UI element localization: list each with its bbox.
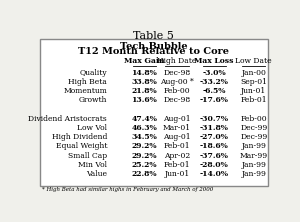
Text: Dividend Aristocrats: Dividend Aristocrats xyxy=(28,115,107,123)
Text: High Beta: High Beta xyxy=(68,78,107,86)
Text: 21.8%: 21.8% xyxy=(132,87,157,95)
Text: Aug-01: Aug-01 xyxy=(163,115,191,123)
Text: Dec-98: Dec-98 xyxy=(164,96,190,104)
Text: Low Vol: Low Vol xyxy=(77,124,107,132)
Text: -28.0%: -28.0% xyxy=(200,161,229,169)
Text: Feb-01: Feb-01 xyxy=(164,142,190,150)
Text: * High Beta had similar highs in February and March of 2000: * High Beta had similar highs in Februar… xyxy=(42,187,213,192)
Text: -33.2%: -33.2% xyxy=(200,78,229,86)
Bar xyxy=(40,39,268,186)
Text: Dec-99: Dec-99 xyxy=(240,124,267,132)
Text: 46.3%: 46.3% xyxy=(131,124,158,132)
Text: -3.0%: -3.0% xyxy=(202,69,226,77)
Text: Feb-01: Feb-01 xyxy=(164,161,190,169)
Text: Jan-99: Jan-99 xyxy=(241,161,266,169)
Text: -30.7%: -30.7% xyxy=(200,115,229,123)
Text: High Date: High Date xyxy=(157,57,197,65)
Text: Dec-99: Dec-99 xyxy=(240,133,267,141)
Text: Apr-02: Apr-02 xyxy=(164,152,190,160)
Text: -31.8%: -31.8% xyxy=(200,124,229,132)
Text: Value: Value xyxy=(86,170,107,178)
Text: Equal Weight: Equal Weight xyxy=(56,142,107,150)
Text: High Dividend: High Dividend xyxy=(52,133,107,141)
Text: Growth: Growth xyxy=(79,96,107,104)
Text: Low Date: Low Date xyxy=(236,57,272,65)
Text: Mar-01: Mar-01 xyxy=(163,124,191,132)
Text: Momentum: Momentum xyxy=(63,87,107,95)
Text: Max Loss: Max Loss xyxy=(194,57,234,65)
Text: Dec-98: Dec-98 xyxy=(164,69,190,77)
Text: 29.2%: 29.2% xyxy=(132,142,157,150)
Text: Tech Bubble: Tech Bubble xyxy=(120,42,188,51)
Text: -27.0%: -27.0% xyxy=(200,133,229,141)
Text: Min Vol: Min Vol xyxy=(78,161,107,169)
Text: 47.4%: 47.4% xyxy=(131,115,158,123)
Text: T12 Month Relative to Core: T12 Month Relative to Core xyxy=(78,48,229,56)
Text: -17.6%: -17.6% xyxy=(200,96,229,104)
Text: Feb-01: Feb-01 xyxy=(240,96,267,104)
Text: Feb-00: Feb-00 xyxy=(164,87,190,95)
Text: Sep-01: Sep-01 xyxy=(240,78,267,86)
Text: 29.2%: 29.2% xyxy=(132,152,157,160)
Text: Jan-00: Jan-00 xyxy=(241,69,266,77)
Text: 14.8%: 14.8% xyxy=(131,69,158,77)
Text: Jan-99: Jan-99 xyxy=(241,170,266,178)
Text: 22.8%: 22.8% xyxy=(132,170,157,178)
Text: 25.2%: 25.2% xyxy=(132,161,157,169)
Text: Mar-99: Mar-99 xyxy=(240,152,268,160)
Text: 13.6%: 13.6% xyxy=(131,96,158,104)
Text: Aug-01: Aug-01 xyxy=(163,133,191,141)
Text: 34.5%: 34.5% xyxy=(131,133,158,141)
Text: -37.6%: -37.6% xyxy=(200,152,229,160)
Text: Table 5: Table 5 xyxy=(133,31,174,41)
Text: Jun-01: Jun-01 xyxy=(241,87,266,95)
Text: Small Cap: Small Cap xyxy=(68,152,107,160)
Text: Quality: Quality xyxy=(80,69,107,77)
Text: 33.8%: 33.8% xyxy=(131,78,158,86)
Text: -14.0%: -14.0% xyxy=(200,170,229,178)
Text: -6.5%: -6.5% xyxy=(202,87,226,95)
Text: Jan-99: Jan-99 xyxy=(241,142,266,150)
Text: -18.6%: -18.6% xyxy=(200,142,229,150)
Text: Aug-00 *: Aug-00 * xyxy=(160,78,194,86)
Text: Feb-00: Feb-00 xyxy=(240,115,267,123)
Text: Jun-01: Jun-01 xyxy=(164,170,190,178)
Text: Max Gain: Max Gain xyxy=(124,57,165,65)
